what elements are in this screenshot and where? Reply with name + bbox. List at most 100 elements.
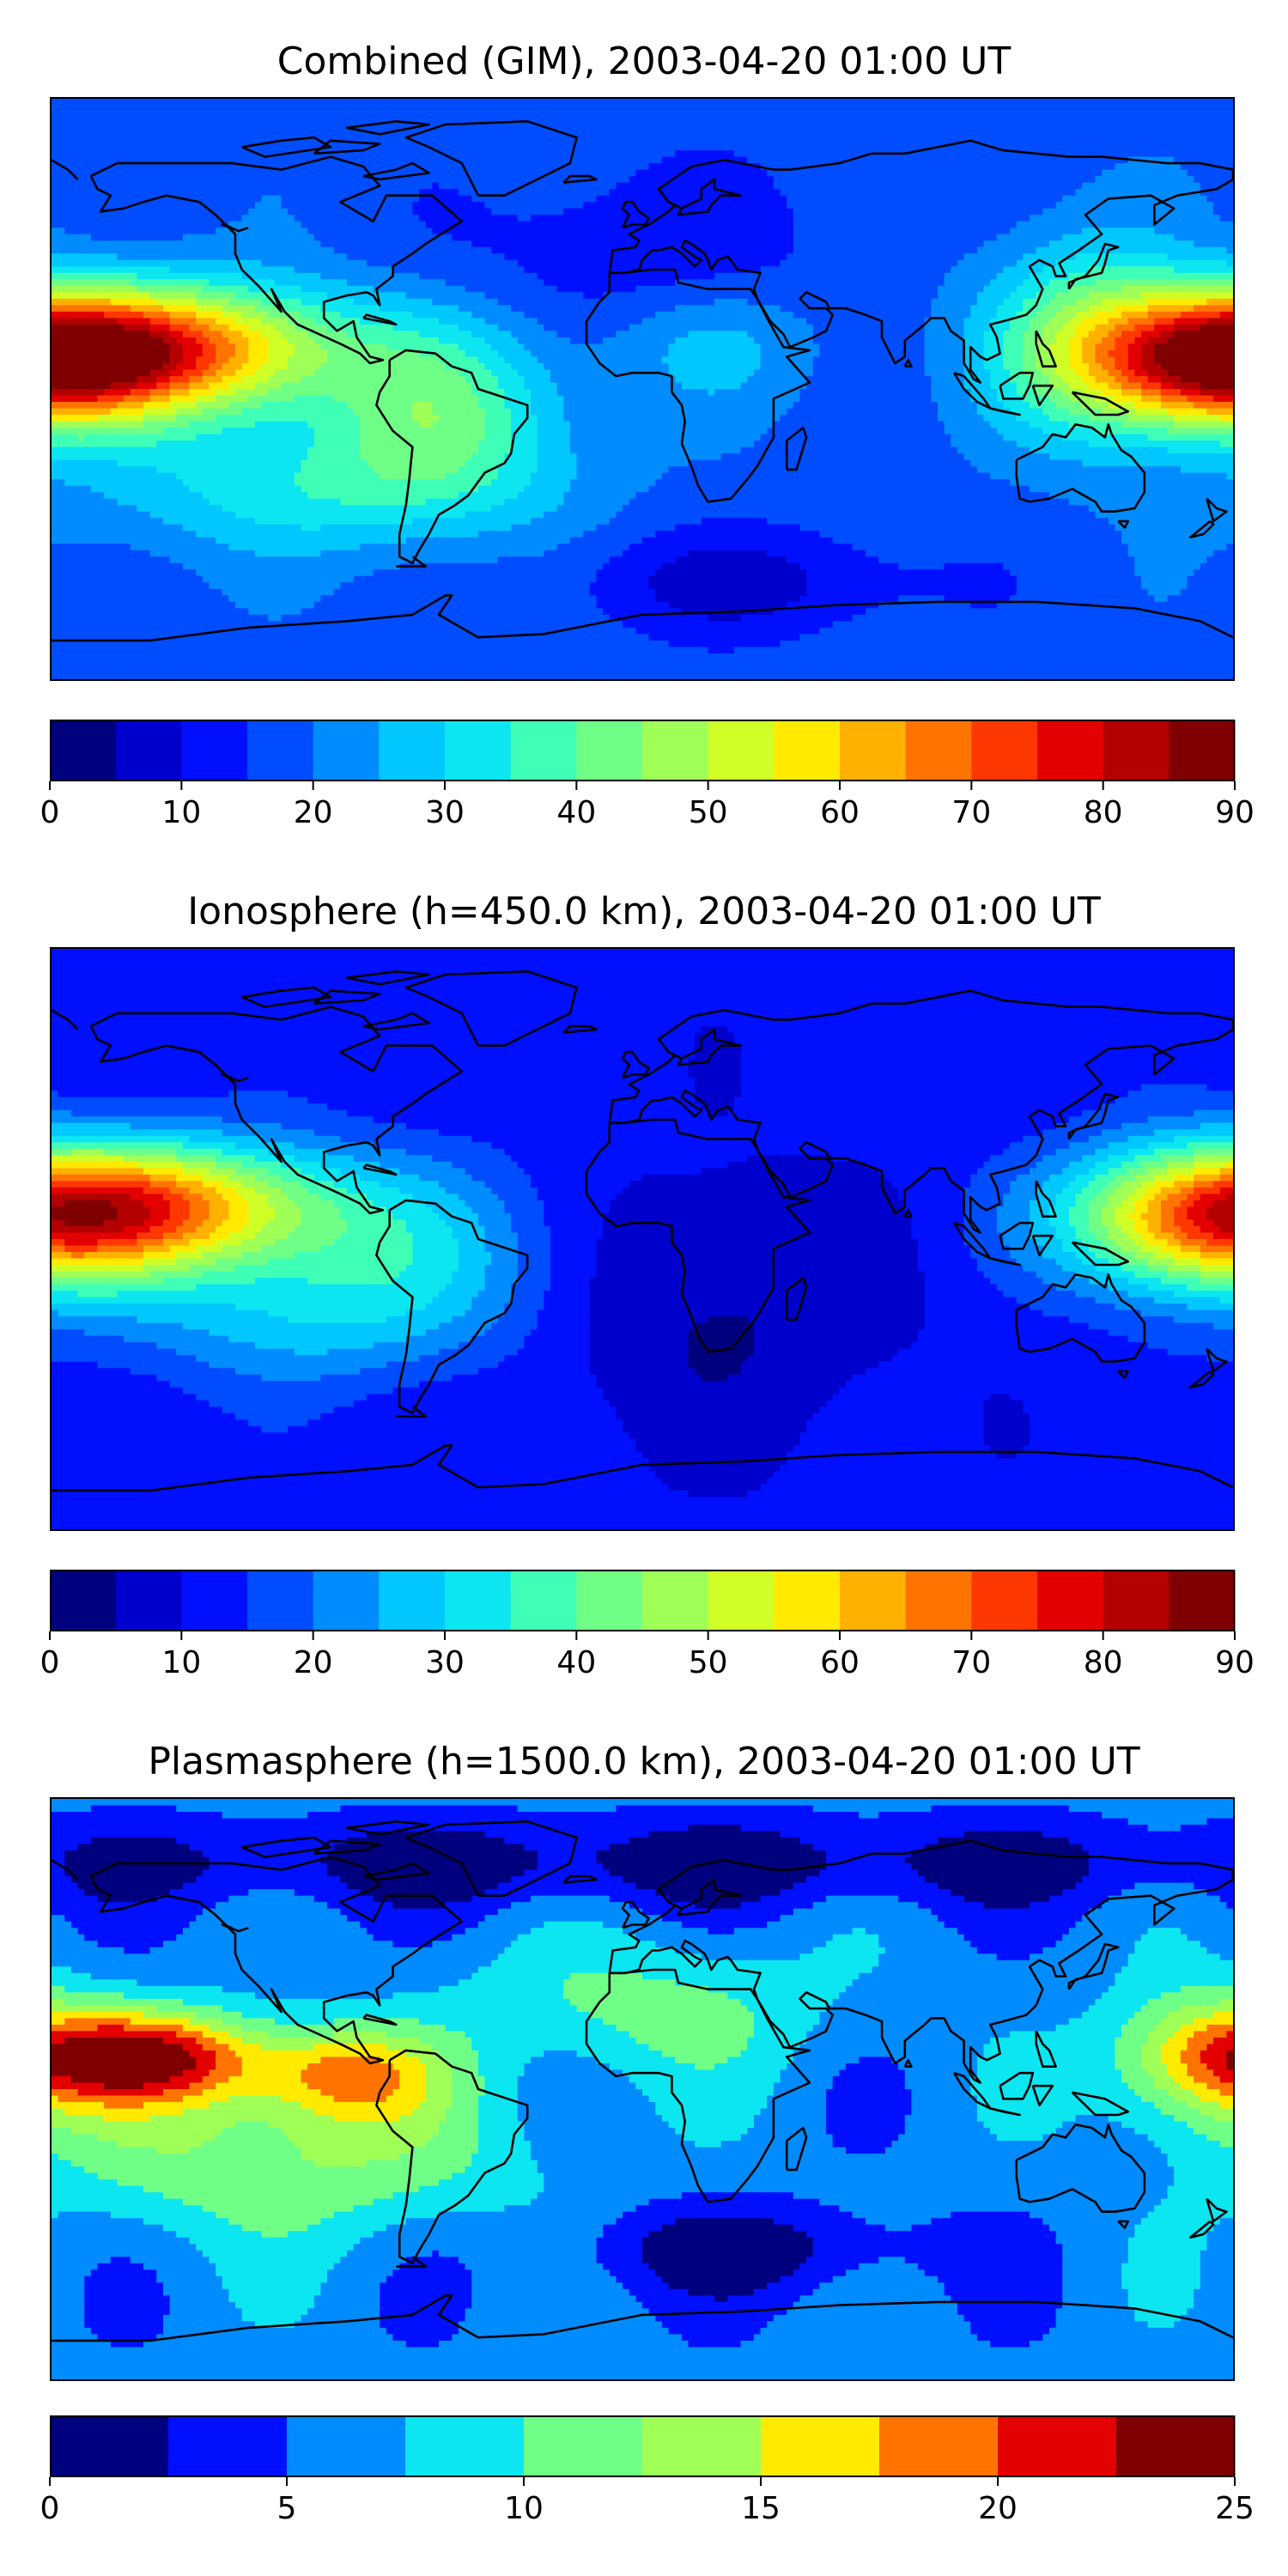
heatmap-cell: [216, 253, 223, 261]
heatmap-cell: [366, 112, 374, 119]
heatmap-cell: [169, 137, 177, 145]
heatmap-cell: [655, 182, 663, 190]
heatmap-cell: [524, 272, 532, 280]
heatmap-cell: [1016, 163, 1024, 171]
heatmap-cell: [465, 266, 472, 274]
heatmap-cell: [648, 189, 656, 197]
heatmap-cell: [675, 215, 683, 222]
heatmap-cell: [1134, 221, 1142, 228]
heatmap-cell: [511, 169, 519, 177]
heatmap-cell: [556, 99, 564, 106]
heatmap-cell: [169, 221, 177, 228]
heatmap-cell: [1095, 234, 1103, 241]
heatmap-cell: [97, 182, 105, 190]
heatmap-cell: [137, 105, 144, 112]
heatmap-cell: [169, 99, 177, 106]
heatmap-cell: [294, 195, 302, 203]
heatmap-cell: [261, 253, 269, 261]
heatmap-cell: [911, 118, 919, 125]
heatmap-cell: [799, 112, 807, 119]
heatmap-cell: [84, 131, 92, 138]
heatmap-cell: [872, 215, 879, 222]
heatmap-cell: [261, 208, 269, 216]
heatmap-cell: [688, 150, 696, 158]
heatmap-cell: [976, 240, 985, 248]
heatmap-cell: [583, 125, 591, 132]
heatmap-cell: [110, 163, 118, 171]
heatmap-cell: [944, 215, 951, 222]
heatmap-cell: [655, 169, 663, 177]
heatmap-cell: [1167, 163, 1175, 171]
heatmap-cell: [340, 112, 348, 119]
heatmap-cell: [1154, 266, 1162, 274]
heatmap-cell: [90, 272, 99, 280]
heatmap-cell: [760, 234, 768, 241]
heatmap-cell: [1003, 176, 1011, 184]
heatmap-cell: [1174, 169, 1182, 177]
heatmap-cell: [951, 176, 958, 184]
heatmap-cell: [1115, 182, 1122, 190]
heatmap-cell: [911, 253, 919, 261]
heatmap-cell: [918, 112, 926, 119]
heatmap-cell: [1036, 234, 1043, 241]
heatmap-cell: [1102, 266, 1109, 274]
heatmap-cell: [642, 246, 650, 254]
heatmap-cell: [124, 105, 131, 112]
heatmap-cell: [537, 118, 544, 125]
heatmap-cell: [366, 195, 374, 203]
heatmap-cell: [412, 99, 420, 106]
heatmap-cell: [891, 137, 899, 145]
heatmap-cell: [425, 150, 433, 158]
heatmap-cell: [471, 272, 479, 280]
heatmap-cell: [655, 150, 663, 158]
heatmap-cell: [412, 221, 420, 228]
heatmap-cell: [477, 150, 486, 158]
heatmap-cell: [537, 228, 544, 235]
heatmap-cell: [819, 189, 827, 197]
heatmap-cell: [819, 272, 827, 280]
heatmap-cell: [143, 150, 151, 158]
heatmap-cell: [1200, 176, 1208, 184]
heatmap-cell: [688, 234, 696, 241]
heatmap-cell: [90, 125, 99, 132]
heatmap-cell: [1048, 189, 1057, 197]
heatmap-cell: [169, 150, 177, 158]
heatmap-cell: [58, 215, 65, 222]
heatmap-cell: [576, 112, 584, 119]
heatmap-cell: [380, 150, 387, 158]
heatmap-cell: [301, 234, 308, 241]
heatmap-cell: [793, 202, 801, 210]
heatmap-cell: [484, 99, 492, 106]
heatmap-cell: [412, 169, 420, 177]
heatmap-cell: [1200, 259, 1208, 267]
heatmap-cell: [904, 234, 913, 241]
heatmap-cell: [589, 228, 598, 235]
heatmap-cell: [832, 163, 840, 171]
heatmap-cell: [996, 234, 1005, 241]
heatmap-cell: [340, 182, 348, 190]
heatmap-cell: [708, 163, 715, 171]
heatmap-cell: [708, 131, 715, 138]
heatmap-cell: [832, 272, 840, 280]
heatmap-cell: [281, 195, 289, 203]
heatmap-cell: [1174, 266, 1182, 274]
heatmap-cell: [537, 137, 544, 145]
heatmap-cell: [137, 189, 144, 197]
heatmap-cell: [477, 272, 486, 280]
heatmap-cell: [688, 156, 696, 164]
heatmap-cell: [143, 99, 151, 106]
heatmap-cell: [294, 234, 302, 241]
heatmap-cell: [1200, 169, 1208, 177]
heatmap-cell: [241, 99, 249, 106]
heatmap-cell: [1088, 228, 1097, 235]
heatmap-cell: [569, 112, 578, 119]
heatmap-cell: [202, 169, 210, 177]
heatmap-cell: [727, 118, 735, 125]
heatmap-cell: [793, 105, 801, 112]
heatmap-cell: [1003, 189, 1011, 197]
heatmap-cell: [780, 272, 787, 280]
heatmap-cell: [1174, 189, 1182, 197]
heatmap-cell: [1062, 176, 1070, 184]
heatmap-cell: [1194, 202, 1201, 210]
heatmap-cell: [320, 112, 328, 119]
